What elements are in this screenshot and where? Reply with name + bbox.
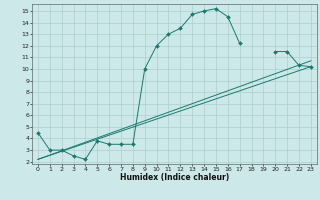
X-axis label: Humidex (Indice chaleur): Humidex (Indice chaleur) [120, 173, 229, 182]
